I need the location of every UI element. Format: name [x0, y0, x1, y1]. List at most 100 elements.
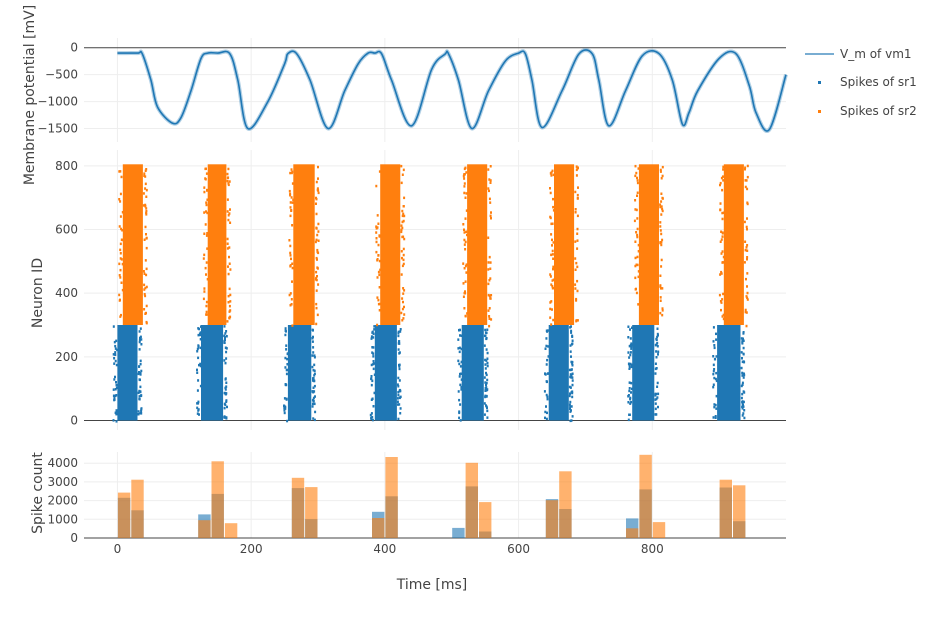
spike-edge-2-3-14	[292, 198, 295, 202]
spike-edge-2-4-68	[377, 298, 380, 302]
spike-edge-2-8-49	[746, 258, 748, 261]
spike-edge-2-7-18	[636, 181, 639, 185]
spike-edge-2-1-58	[143, 293, 146, 296]
spike-edge-1-1-6	[140, 369, 143, 373]
spike-edge-1-7-26	[628, 344, 631, 348]
spike-edge-2-4-15	[403, 289, 406, 292]
spike-edge-1-7-43	[656, 381, 659, 385]
spike-edge-2-1-59	[142, 270, 145, 273]
spike-edge-1-7-41	[627, 418, 630, 422]
spike-edge-1-1-23	[139, 373, 142, 376]
spike-edge-2-1-39	[145, 304, 148, 308]
spike-edge-1-5-8	[486, 378, 489, 382]
spike-edge-1-1-17	[112, 388, 115, 391]
spike-edge-1-7-23	[654, 394, 657, 397]
spike-edge-2-7-65	[659, 299, 662, 302]
spike-edge-1-3-54	[313, 354, 316, 357]
raster-y-tick-3: 600	[55, 223, 78, 237]
spike-edge-1-1-57	[115, 386, 118, 390]
spike-edge-1-1-64	[115, 394, 118, 397]
spike-edge-2-6-1	[551, 222, 554, 225]
legend-item-sr1[interactable]: Spikes of sr1	[818, 75, 917, 89]
spike-edge-1-6-58	[569, 375, 572, 379]
spike-edge-1-3-69	[285, 397, 288, 401]
spike-edge-1-1-69	[140, 394, 143, 397]
spike-edge-1-4-49	[371, 379, 374, 383]
spike-edge-1-3-14	[313, 356, 316, 359]
spike-edge-2-8-33	[746, 285, 748, 288]
spike-edge-2-2-64	[228, 316, 231, 320]
spike-edge-2-6-52	[552, 265, 555, 269]
spike-burst-2-5	[467, 164, 488, 325]
legend-marker-sr1	[818, 81, 821, 84]
spike-edge-1-2-66	[223, 341, 226, 344]
spike-edge-2-5-40	[489, 165, 492, 168]
spike-edge-1-2-34	[224, 336, 226, 339]
spike-edge-2-7-36	[636, 194, 638, 197]
spike-edge-2-7-54	[660, 232, 663, 236]
spike-edge-1-7-51	[654, 343, 657, 347]
spike-edge-1-7-49	[630, 391, 632, 394]
spike-edge-2-2-41	[228, 304, 231, 308]
spike-edge-2-2-18	[203, 211, 206, 214]
spike-edge-1-8-65	[743, 409, 746, 412]
spike-edge-2-7-34	[633, 219, 636, 223]
spike-edge-1-4-41	[371, 415, 374, 419]
spike-edge-2-2-31	[206, 189, 209, 192]
spike-edge-2-4-45	[378, 259, 381, 263]
legend-item-sr2[interactable]: Spikes of sr2	[818, 104, 917, 118]
spike-edge-1-3-48	[313, 374, 316, 377]
spike-edge-2-3-69	[316, 313, 319, 317]
spike-edge-1-3-45	[311, 399, 314, 402]
vm-y-tick-1: −500	[45, 68, 78, 82]
spike-edge-1-7-67	[628, 381, 631, 384]
spike-edge-1-1-12	[112, 353, 115, 356]
spike-edge-2-2-0	[205, 310, 208, 314]
spike-edge-2-3-36	[290, 257, 292, 261]
spike-edge-1-8-60	[743, 373, 746, 377]
spike-edge-1-7-61	[656, 396, 659, 399]
vm-series-group	[117, 47, 788, 133]
spike-edge-2-4-1	[403, 237, 406, 241]
spike-edge-1-6-63	[544, 372, 546, 375]
spike-edge-1-4-18	[398, 403, 401, 406]
spike-edge-2-5-29	[490, 217, 492, 220]
spike-edge-1-5-22	[483, 344, 486, 347]
spike-edge-2-1-63	[144, 286, 147, 290]
spike-edge-2-5-27	[463, 173, 466, 176]
spike-edge-1-7-34	[628, 413, 631, 416]
spike-edge-1-1-61	[139, 378, 141, 382]
spike-edge-1-5-25	[486, 328, 489, 331]
spike-edge-2-5-11	[488, 324, 491, 328]
legend[interactable]: V_m of vm1 Spikes of sr1 Spikes of sr2	[805, 47, 917, 118]
spike-edge-2-1-52	[145, 195, 148, 198]
spike-edge-2-8-57	[743, 261, 746, 264]
spike-edge-1-5-37	[458, 362, 461, 366]
spike-edge-1-3-6	[311, 365, 314, 369]
spike-edge-1-6-32	[545, 363, 548, 366]
spike-edge-1-2-26	[196, 347, 199, 351]
spike-edge-2-8-21	[746, 187, 749, 191]
spike-edge-1-6-27	[546, 358, 549, 362]
spike-edge-1-5-12	[460, 334, 463, 337]
spike-edge-2-5-25	[487, 293, 490, 297]
hist-bar-2-6	[198, 520, 211, 538]
spike-edge-1-2-31	[199, 362, 202, 366]
spike-edge-1-4-35	[398, 379, 401, 382]
raster-series-2	[118, 164, 749, 328]
spike-edge-1-2-18	[198, 363, 200, 367]
legend-item-vm[interactable]: V_m of vm1	[805, 47, 912, 61]
spike-edge-2-3-38	[290, 209, 293, 212]
spike-edge-1-2-16	[196, 406, 199, 410]
spike-edge-1-3-12	[313, 402, 316, 406]
spike-edge-2-8-67	[746, 202, 749, 206]
spike-edge-1-2-17	[224, 388, 227, 391]
spike-edge-1-1-11	[115, 339, 118, 343]
spike-edge-1-3-68	[312, 346, 315, 349]
spike-edge-1-3-40	[314, 395, 316, 398]
spike-edge-1-2-57	[223, 416, 226, 419]
spike-edge-2-8-3	[745, 295, 748, 298]
spike-edge-2-5-62	[488, 317, 491, 320]
spike-edge-1-4-15	[372, 405, 375, 408]
